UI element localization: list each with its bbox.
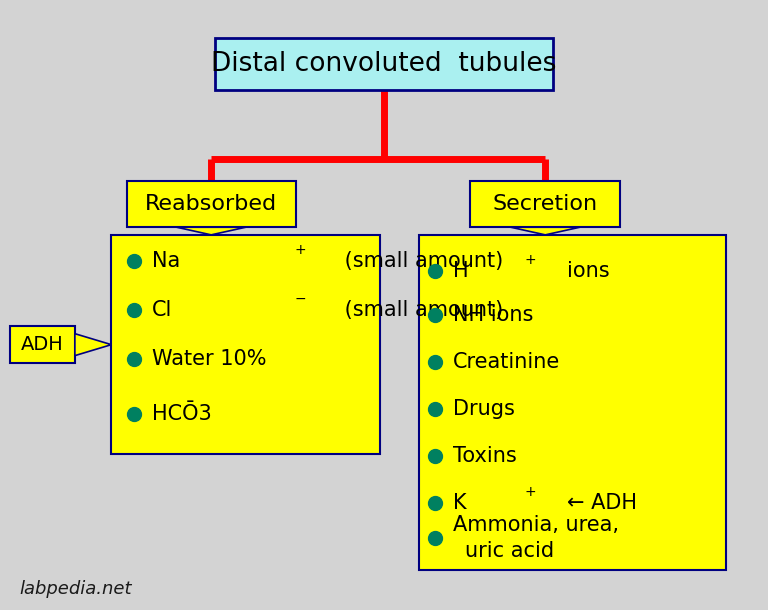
Text: Toxins: Toxins xyxy=(453,446,517,465)
FancyBboxPatch shape xyxy=(9,326,74,363)
Text: +: + xyxy=(525,485,536,498)
Text: Ammonia, urea,: Ammonia, urea, xyxy=(453,515,619,534)
Text: +: + xyxy=(525,253,536,267)
Point xyxy=(429,357,442,367)
Text: HCŌ3: HCŌ3 xyxy=(152,404,212,423)
Point xyxy=(429,533,442,543)
Point xyxy=(128,354,141,364)
FancyBboxPatch shape xyxy=(419,235,726,570)
FancyBboxPatch shape xyxy=(127,182,296,227)
Point xyxy=(128,409,141,418)
Point xyxy=(429,498,442,508)
Text: Reabsorbed: Reabsorbed xyxy=(145,195,277,214)
Polygon shape xyxy=(177,227,246,235)
Text: ions: ions xyxy=(568,261,610,281)
Text: K: K xyxy=(453,493,467,512)
Text: NH ions: NH ions xyxy=(453,305,534,325)
Text: ← ADH: ← ADH xyxy=(568,493,637,512)
Text: −: − xyxy=(295,292,306,306)
Point xyxy=(429,451,442,461)
Text: Na: Na xyxy=(152,251,180,271)
Text: ADH: ADH xyxy=(21,335,64,354)
Text: Creatinine: Creatinine xyxy=(453,352,561,371)
Text: H: H xyxy=(453,261,468,281)
Point xyxy=(128,256,141,266)
Text: Drugs: Drugs xyxy=(453,399,515,418)
Text: +: + xyxy=(295,243,306,257)
Point xyxy=(429,404,442,414)
Point xyxy=(429,266,442,276)
Text: uric acid: uric acid xyxy=(465,542,554,561)
Text: (small amount): (small amount) xyxy=(338,300,503,320)
Point xyxy=(128,305,141,315)
Text: Distal convoluted  tubules: Distal convoluted tubules xyxy=(211,51,557,77)
FancyBboxPatch shape xyxy=(215,38,553,90)
Text: Water 10%: Water 10% xyxy=(152,349,266,368)
Text: Secretion: Secretion xyxy=(493,195,598,214)
Text: Cl: Cl xyxy=(152,300,173,320)
Text: labpedia.net: labpedia.net xyxy=(19,580,131,598)
Text: (small amount): (small amount) xyxy=(338,251,503,271)
FancyBboxPatch shape xyxy=(470,182,620,227)
FancyBboxPatch shape xyxy=(111,235,380,454)
Polygon shape xyxy=(74,334,111,356)
Point xyxy=(429,310,442,320)
Polygon shape xyxy=(511,227,580,235)
